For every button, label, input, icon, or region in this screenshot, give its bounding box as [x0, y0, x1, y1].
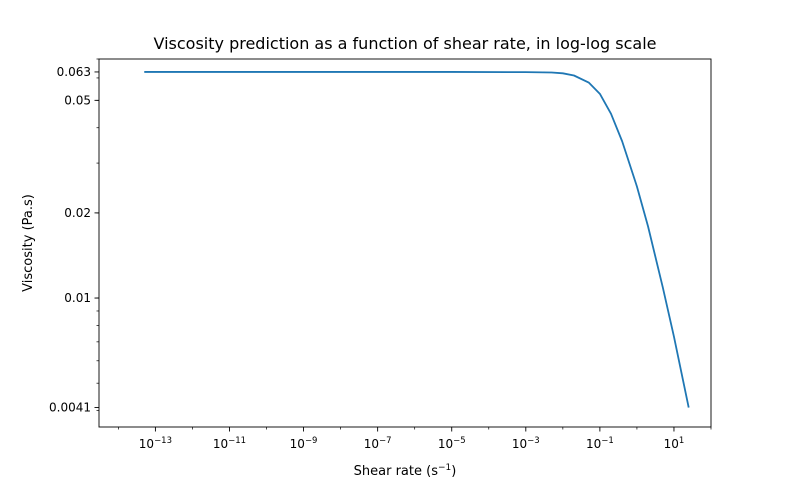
y-tick-label: 0.02 [64, 206, 91, 220]
x-tick-label: 10−9 [290, 436, 318, 451]
y-tick-label: 0.0041 [49, 401, 91, 415]
x-tick-label: 10−7 [364, 436, 392, 451]
x-tick-label: 10−5 [438, 436, 466, 451]
y-tick-label: 0.05 [64, 93, 91, 107]
x-tick-label: 10−11 [213, 436, 246, 451]
ticks-layer: 10−13 10−11 10−9 10−7 10−5 10−3 10−1 101 0.063 0.… [49, 58, 712, 451]
y-axis-label: Viscosity (Pa.s) [21, 194, 36, 292]
x-tick-label: 10−13 [139, 436, 172, 451]
plot-frame [98, 58, 712, 428]
x-tick-label: 101 [664, 436, 685, 451]
x-tick-label: 10−1 [586, 436, 614, 451]
series-line [144, 71, 690, 408]
x-axis-label: Shear rate (s−1) [354, 463, 457, 479]
y-tick-label: 0.01 [64, 291, 91, 305]
chart-title: Viscosity prediction as a function of sh… [154, 34, 657, 53]
x-tick-label: 10−3 [512, 436, 540, 451]
y-tick-label: 0.063 [57, 65, 91, 79]
